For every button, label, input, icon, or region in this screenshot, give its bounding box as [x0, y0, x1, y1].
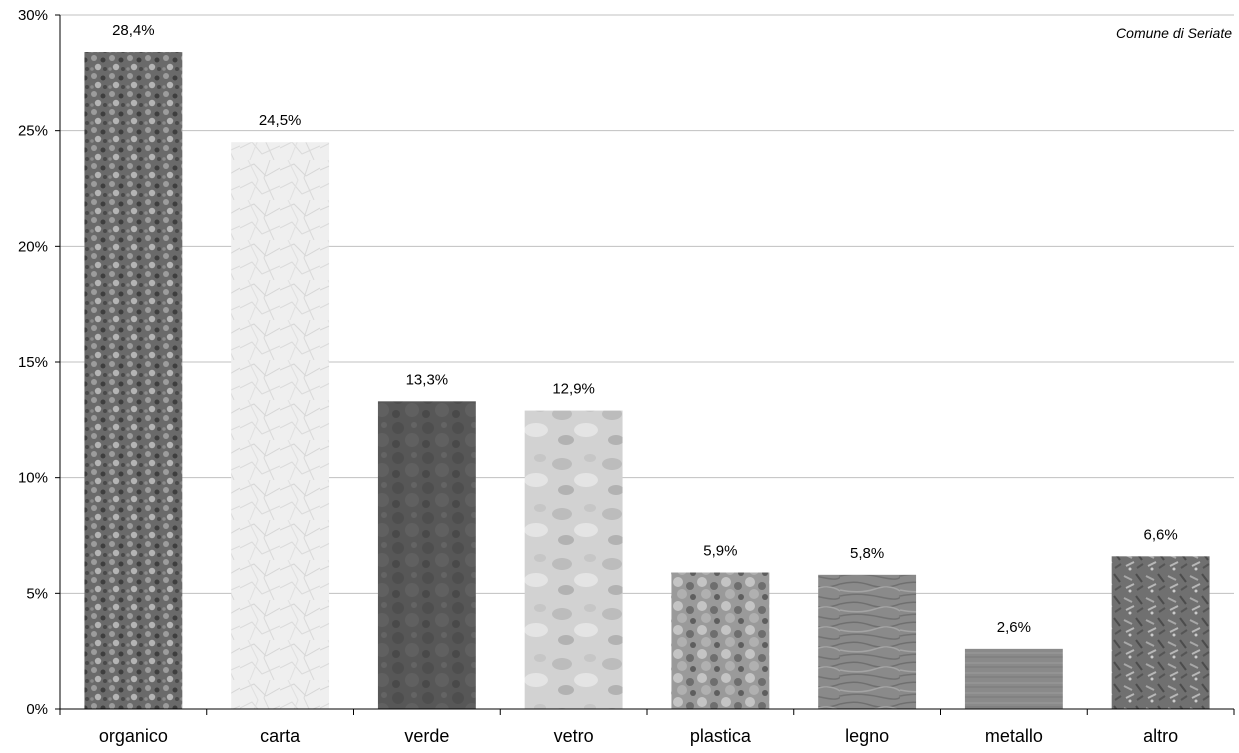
y-tick-label: 25%	[18, 123, 48, 140]
data-label-metallo: 2,6%	[997, 619, 1031, 636]
x-tick-label: carta	[260, 726, 301, 746]
bar-metallo	[964, 648, 1063, 709]
bar-verde	[377, 401, 476, 709]
data-label-verde: 13,3%	[406, 371, 449, 388]
y-tick-label: 0%	[26, 701, 48, 718]
chart-annotation: Comune di Seriate	[1116, 25, 1232, 41]
bar-organico	[84, 52, 183, 710]
y-tick-label: 30%	[18, 7, 48, 24]
data-label-vetro: 12,9%	[552, 381, 595, 398]
data-label-plastica: 5,9%	[703, 543, 737, 560]
y-tick-label: 10%	[18, 470, 48, 487]
bar-altro	[1111, 556, 1210, 709]
x-tick-label: plastica	[690, 726, 752, 746]
x-tick-label: legno	[845, 726, 889, 746]
y-tick-label: 20%	[18, 238, 48, 255]
data-label-legno: 5,8%	[850, 545, 884, 562]
y-tick-label: 15%	[18, 354, 48, 371]
data-label-altro: 6,6%	[1144, 526, 1178, 543]
bar-legno	[818, 574, 917, 709]
x-tick-label: vetro	[554, 726, 594, 746]
x-tick-label: organico	[99, 726, 168, 746]
x-tick-label: metallo	[985, 726, 1043, 746]
bar-plastica	[671, 572, 770, 709]
data-labels-group: 28,4% 24,5% 13,3% 12,9% 5,9% 5,8% 2,6% 6,6%	[112, 22, 1178, 636]
x-tick-label: altro	[1143, 726, 1178, 746]
y-tick-label: 5%	[26, 585, 48, 602]
bars-group	[84, 52, 1210, 710]
bar-vetro	[524, 410, 623, 709]
x-tick-label: verde	[404, 726, 449, 746]
data-label-carta: 24,5%	[259, 112, 302, 129]
bar-carta	[231, 142, 330, 709]
data-label-organico: 28,4%	[112, 22, 155, 39]
axes-group: 0% 5% 10% 15% 20% 25% 30% organico carta verde vet…	[18, 7, 1235, 746]
